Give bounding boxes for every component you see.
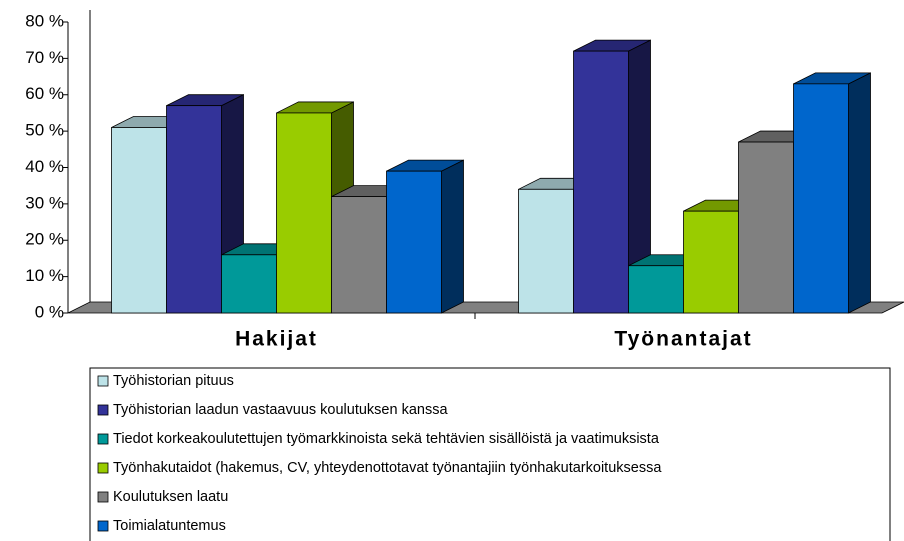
legend-swatch [97,520,109,532]
y-tick-label: 40 % [25,157,64,176]
x-tick-label: Hakijat [235,328,318,351]
y-tick-label: 80 % [25,11,64,30]
bar [221,254,277,314]
legend-label: Tiedot korkeakoulutettujen työmarkkinois… [113,431,660,447]
legend-swatch [97,404,109,416]
y-tick-label: 0 % [35,302,64,321]
bar [628,265,684,314]
legend-label: Työhistorian laadun vastaavuus koulutuks… [113,402,448,418]
bar-side [441,159,464,314]
legend-swatch [97,433,109,445]
legend-swatch [97,375,109,387]
legend-swatch [97,491,109,503]
bar [331,196,387,314]
bar [683,210,739,314]
bar [738,141,794,314]
legend-label: Työhistorian pituus [113,373,234,389]
bar [166,105,222,314]
y-tick-label: 20 % [25,230,64,249]
bar-side [848,72,871,314]
bar [793,83,849,314]
y-tick-label: 70 % [25,48,64,67]
y-tick-label: 50 % [25,121,64,140]
bar [276,112,332,314]
y-tick-label: 30 % [25,193,64,212]
legend-swatch [97,462,109,474]
bar [573,50,629,314]
x-tick-label: Työnantajat [614,328,752,351]
legend-label: Toimialatuntemus [113,518,226,534]
legend-label: Työnhakutaidot (hakemus, CV, yhteydenott… [113,460,662,476]
y-tick-label: 10 % [25,266,64,285]
bar [111,127,167,314]
y-tick-label: 60 % [25,84,64,103]
bar [386,170,442,314]
bar [518,188,574,314]
legend-label: Koulutuksen laatu [113,489,228,505]
legend-box [89,367,891,541]
